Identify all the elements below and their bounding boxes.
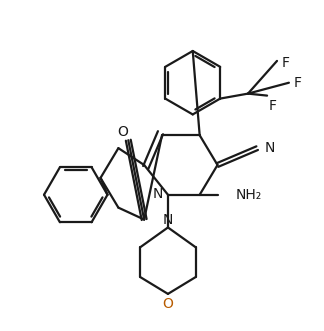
Text: O: O bbox=[163, 297, 173, 311]
Text: N: N bbox=[153, 187, 163, 201]
Text: NH₂: NH₂ bbox=[235, 188, 261, 202]
Text: F: F bbox=[269, 99, 277, 113]
Text: N: N bbox=[265, 141, 275, 155]
Text: O: O bbox=[117, 125, 128, 139]
Text: N: N bbox=[163, 213, 173, 226]
Text: F: F bbox=[294, 76, 302, 90]
Text: F: F bbox=[282, 56, 290, 70]
